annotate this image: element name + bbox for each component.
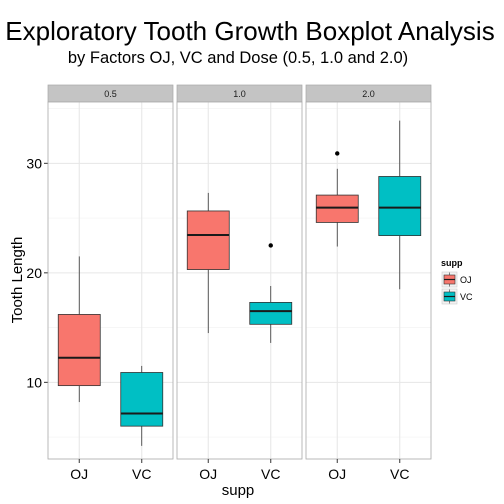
facet-border — [176, 101, 303, 460]
x-tick-label: VC — [132, 466, 151, 482]
x-tick-label: OJ — [70, 466, 88, 482]
legend-title: supp — [441, 258, 463, 268]
box-oj-dose-2.0 — [315, 194, 359, 223]
box-oj-dose-1.0 — [186, 210, 230, 270]
box-vc-dose-0.5 — [120, 372, 164, 427]
plot-area: 10 20 30 0.5 OJ VC 1.0 OJ VC 2.0 OJ VC — [26, 84, 432, 482]
box-vc-dose-1.0 — [249, 302, 293, 325]
facet-label: 2.0 — [362, 89, 375, 99]
outlier-point — [335, 151, 340, 156]
chart-subtitle: by Factors OJ, VC and Dose (0.5, 1.0 and… — [68, 49, 408, 67]
x-tick-label: VC — [390, 466, 409, 482]
y-tick-label: 20 — [26, 265, 42, 281]
facet-panel — [177, 102, 302, 459]
x-axis-title: supp — [222, 482, 255, 499]
legend-label-vc: VC — [460, 292, 473, 302]
chart-title: Exploratory Tooth Growth Boxplot Analysi… — [5, 16, 494, 46]
facet-label: 1.0 — [233, 89, 246, 99]
box-vc-dose-2.0 — [378, 176, 422, 237]
y-tick-label: 10 — [26, 374, 42, 390]
box-oj-dose-0.5 — [57, 314, 101, 387]
x-tick-label: OJ — [328, 466, 346, 482]
outlier-point — [268, 243, 273, 248]
y-tick-label: 30 — [26, 155, 42, 171]
y-axis-title: Tooth Length — [9, 237, 26, 324]
facet-label: 0.5 — [104, 89, 117, 99]
facet-border — [47, 101, 174, 460]
x-tick-label: OJ — [199, 466, 217, 482]
facet-panel — [306, 102, 431, 459]
facet-border — [305, 101, 432, 460]
x-tick-label: VC — [261, 466, 280, 482]
legend: supp OJ VC — [441, 258, 473, 305]
legend-label-oj: OJ — [460, 275, 472, 285]
